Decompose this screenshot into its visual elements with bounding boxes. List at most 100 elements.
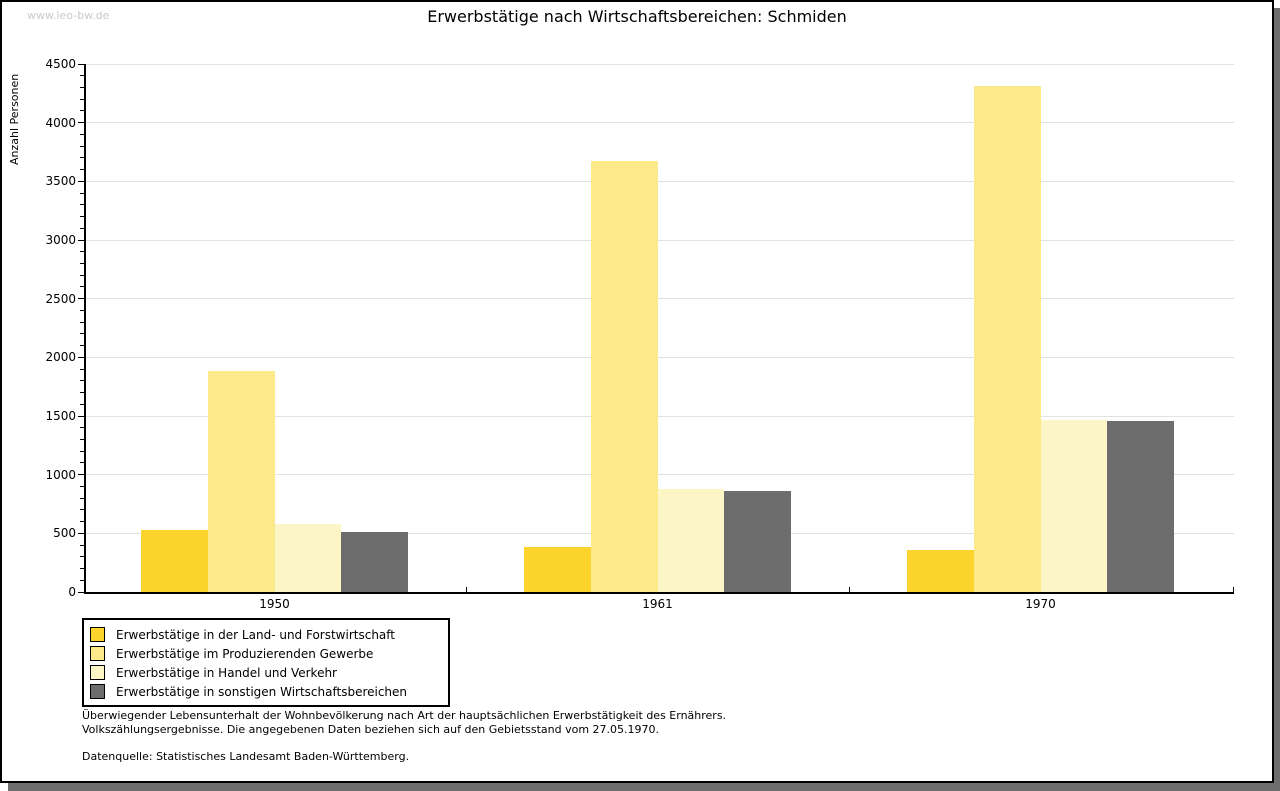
x-axis-tick — [466, 587, 467, 592]
y-axis-tick — [80, 568, 84, 570]
y-axis-tick — [80, 450, 84, 452]
legend-row: Erwerbstätige in sonstigen Wirtschaftsbe… — [90, 682, 442, 701]
bar-1970-series-3 — [1040, 419, 1108, 592]
footnote-line-2: Volkszählungsergebnisse. Die angegebenen… — [82, 723, 660, 736]
bar-1961-series-2 — [590, 161, 658, 592]
y-axis-tick-label: 2000 — [45, 350, 76, 365]
bar-1950-series-1 — [141, 529, 208, 592]
y-axis-tick — [78, 474, 84, 476]
legend-swatch — [90, 646, 105, 661]
y-axis-tick — [80, 403, 84, 405]
y-axis-tick — [80, 427, 84, 429]
y-axis-tick — [80, 86, 84, 88]
gridline — [86, 63, 1234, 65]
y-axis-tick-label: 500 — [53, 526, 76, 541]
data-source-line: Datenquelle: Statistisches Landesamt Bad… — [82, 750, 410, 763]
legend-label: Erwerbstätige in Handel und Verkehr — [116, 665, 337, 680]
y-axis-tick — [78, 122, 84, 124]
y-axis-tick — [80, 157, 84, 159]
y-axis-tick-label: 3000 — [45, 233, 76, 247]
gridline — [86, 474, 1234, 476]
y-axis-tick — [78, 532, 84, 534]
y-axis-tick-label: 1500 — [45, 409, 76, 423]
y-axis-tick — [80, 309, 84, 311]
y-axis-tick — [80, 485, 84, 487]
legend-swatch — [90, 684, 105, 699]
x-axis-label: 1961 — [642, 597, 673, 611]
bar-1950-series-4 — [341, 532, 408, 592]
gridline — [86, 180, 1234, 182]
x-axis-label: 1970 — [1025, 597, 1056, 611]
y-axis-tick — [80, 521, 84, 523]
bar-1970-series-4 — [1107, 420, 1174, 592]
x-axis-tick — [849, 587, 850, 592]
legend-label: Erwerbstätige in sonstigen Wirtschaftsbe… — [116, 684, 408, 699]
y-axis-tick — [78, 239, 84, 241]
y-axis-tick — [80, 509, 84, 511]
x-axis-label: 1950 — [259, 597, 290, 611]
y-axis-tick — [80, 544, 84, 546]
bar-1950-series-2 — [207, 371, 275, 592]
y-axis-tick — [78, 180, 84, 182]
gridline — [86, 298, 1234, 300]
y-axis-tick — [80, 192, 84, 194]
bar-1970-series-1 — [907, 549, 974, 592]
y-axis-tick — [80, 98, 84, 100]
y-axis-tick — [80, 227, 84, 229]
y-axis-tick — [80, 368, 84, 370]
chart-title: Erwerbstätige nach Wirtschaftsbereichen:… — [427, 7, 847, 26]
legend-label: Erwerbstätige in der Land- und Forstwirt… — [116, 627, 395, 642]
gridline — [86, 415, 1234, 417]
bar-1961-series-3 — [657, 488, 725, 592]
legend-row: Erwerbstätige in Handel und Verkehr — [90, 663, 442, 682]
y-axis-tick — [78, 415, 84, 417]
y-axis-tick — [80, 380, 84, 382]
y-axis-tick — [80, 497, 84, 499]
page-shadow-right — [1274, 8, 1280, 791]
y-axis-tick-label: 2500 — [45, 291, 76, 306]
y-axis-tick-label: 0 — [68, 585, 76, 599]
legend-swatch — [90, 627, 105, 642]
bar-1970-series-2 — [973, 86, 1041, 592]
y-axis-tick — [80, 321, 84, 323]
y-axis-title: Anzahl Personen — [8, 73, 21, 165]
y-axis-tick-label: 1000 — [45, 467, 76, 482]
y-axis-tick-label: 3500 — [45, 174, 76, 189]
bar-1961-series-1 — [524, 547, 591, 592]
gridline — [86, 122, 1234, 124]
y-axis-tick — [80, 216, 84, 218]
y-axis-tick-label: 4000 — [45, 115, 76, 130]
y-axis-tick — [80, 462, 84, 464]
footnote-line-1: Überwiegender Lebensunterhalt der Wohnbe… — [82, 709, 727, 722]
gridline — [86, 356, 1234, 358]
plot-area: 0 500 1000 1500 2000 2500 3000 3500 4000 4500 1950… — [45, 57, 1234, 611]
y-axis-tick — [80, 262, 84, 264]
y-axis-tick — [80, 579, 84, 581]
bar-1950-series-3 — [274, 523, 342, 592]
x-axis-tick — [1233, 587, 1234, 592]
y-axis-tick — [80, 110, 84, 112]
footnotes: Überwiegender Lebensunterhalt der Wohnbe… — [82, 709, 726, 764]
y-axis-tick — [80, 392, 84, 394]
watermark: www.leo-bw.de — [27, 9, 110, 22]
y-axis-tick — [80, 286, 84, 288]
y-axis-tick — [78, 356, 84, 358]
y-axis-tick — [80, 345, 84, 347]
y-axis-tick — [78, 298, 84, 300]
y-axis-tick — [80, 145, 84, 147]
y-axis-tick — [80, 169, 84, 171]
legend-row: Erwerbstätige in der Land- und Forstwirt… — [90, 625, 442, 644]
y-axis-tick — [78, 63, 84, 65]
page-shadow-bottom — [8, 783, 1280, 791]
legend: Erwerbstätige in der Land- und Forstwirt… — [82, 618, 450, 707]
bar-1961-series-4 — [724, 491, 791, 592]
legend-row: Erwerbstätige im Produzierenden Gewerbe — [90, 644, 442, 663]
legend-swatch — [90, 665, 105, 680]
legend-label: Erwerbstätige im Produzierenden Gewerbe — [116, 646, 374, 661]
y-axis-tick — [80, 556, 84, 558]
gridline — [86, 239, 1234, 241]
y-axis-tick — [80, 333, 84, 335]
y-axis-tick-label: 4500 — [45, 57, 76, 71]
